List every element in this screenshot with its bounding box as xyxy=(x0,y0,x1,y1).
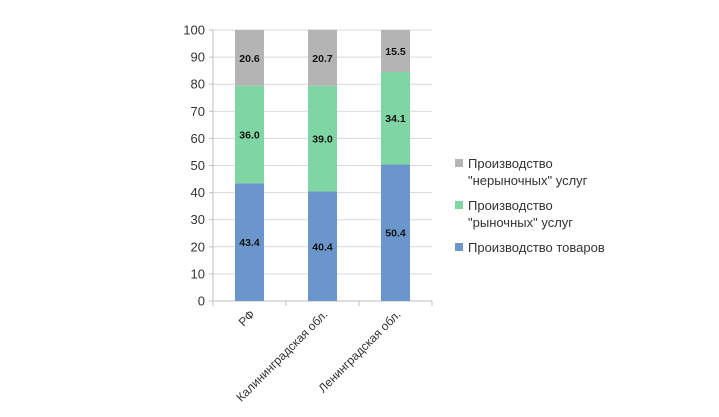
bar-segment xyxy=(308,85,337,192)
chart-legend: Производство "нерыночных" услуг Производс… xyxy=(455,155,675,264)
data-label: 34.1 xyxy=(385,113,406,125)
legend-swatch-blue xyxy=(455,243,463,251)
bar-segment xyxy=(381,72,410,165)
legend-item-market-services: Производство "рыночных" услуг xyxy=(455,197,675,231)
legend-label: Производство xyxy=(468,198,553,213)
data-label: 15.5 xyxy=(385,46,406,58)
legend-label: Производство товаров xyxy=(468,240,605,255)
legend-label: Производство xyxy=(468,156,553,171)
data-label: 50.4 xyxy=(385,228,406,240)
data-label: 20.6 xyxy=(239,53,260,65)
legend-label: "рыночных" услуг xyxy=(468,215,574,230)
data-label: 40.4 xyxy=(312,241,333,253)
bar-segment xyxy=(308,191,337,301)
y-tick-label: 10 xyxy=(191,266,205,281)
y-tick-label: 30 xyxy=(191,212,205,227)
data-label: 20.7 xyxy=(312,53,333,65)
y-tick-label: 0 xyxy=(198,294,205,309)
legend-swatch-green xyxy=(455,201,463,209)
x-category-label: РФ xyxy=(236,307,258,329)
legend-item-nonmarket-services: Производство "нерыночных" услуг xyxy=(455,155,675,189)
data-label: 36.0 xyxy=(239,130,260,142)
bar-segment xyxy=(381,164,410,301)
bar-segment xyxy=(235,85,264,184)
y-tick-label: 60 xyxy=(191,131,205,146)
bar-segment xyxy=(381,30,410,73)
data-label: 43.4 xyxy=(239,237,260,249)
y-tick-label: 70 xyxy=(191,104,205,119)
legend-item-goods: Производство товаров xyxy=(455,239,675,256)
y-tick-label: 90 xyxy=(191,50,205,65)
bar-segment xyxy=(235,183,264,301)
legend-label: "нерыночных" услуг xyxy=(468,173,588,188)
data-label: 39.0 xyxy=(312,134,333,146)
y-tick-label: 50 xyxy=(191,158,205,173)
bar-segment xyxy=(308,29,337,86)
y-tick-label: 100 xyxy=(183,23,205,38)
y-tick-label: 20 xyxy=(191,239,205,254)
y-tick-label: 80 xyxy=(191,77,205,92)
bar-segment xyxy=(235,30,264,86)
y-tick-label: 40 xyxy=(191,185,205,200)
x-category-label: Ленинградская обл. xyxy=(316,307,404,395)
legend-swatch-gray xyxy=(455,159,463,167)
